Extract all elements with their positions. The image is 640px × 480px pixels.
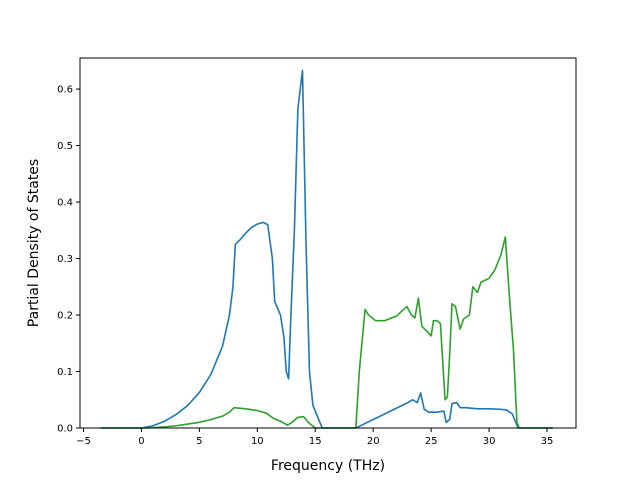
y-tick-label: 0.2 xyxy=(57,311,73,322)
x-axis-ticks: −5 0 5 10 15 20 25 30 35 xyxy=(76,428,553,447)
x-tick-label: 25 xyxy=(425,436,438,447)
y-tick-label: 0.5 xyxy=(57,141,73,152)
x-tick-label: 20 xyxy=(367,436,380,447)
y-axis-ticks: 0.0 0.1 0.2 0.3 0.4 0.5 0.6 xyxy=(57,85,80,435)
x-tick-label: 0 xyxy=(138,436,144,447)
x-tick-label: −5 xyxy=(76,436,91,447)
y-tick-label: 0.6 xyxy=(57,85,73,96)
y-tick-label: 0.0 xyxy=(57,424,73,435)
y-axis-label: Partial Density of States xyxy=(26,159,42,327)
y-tick-label: 0.3 xyxy=(57,254,73,265)
y-tick-label: 0.4 xyxy=(57,198,73,209)
plot-frame xyxy=(79,57,577,429)
x-tick-label: 15 xyxy=(309,436,322,447)
x-axis-label: Frequency (THz) xyxy=(271,458,385,474)
series-lines xyxy=(100,69,553,429)
x-tick-label: 10 xyxy=(251,436,264,447)
series-line-1 xyxy=(100,69,553,429)
series-line-2 xyxy=(100,236,553,429)
x-tick-label: 30 xyxy=(483,436,496,447)
x-tick-label: 35 xyxy=(541,436,554,447)
y-tick-label: 0.1 xyxy=(57,367,73,378)
x-tick-label: 5 xyxy=(196,436,202,447)
